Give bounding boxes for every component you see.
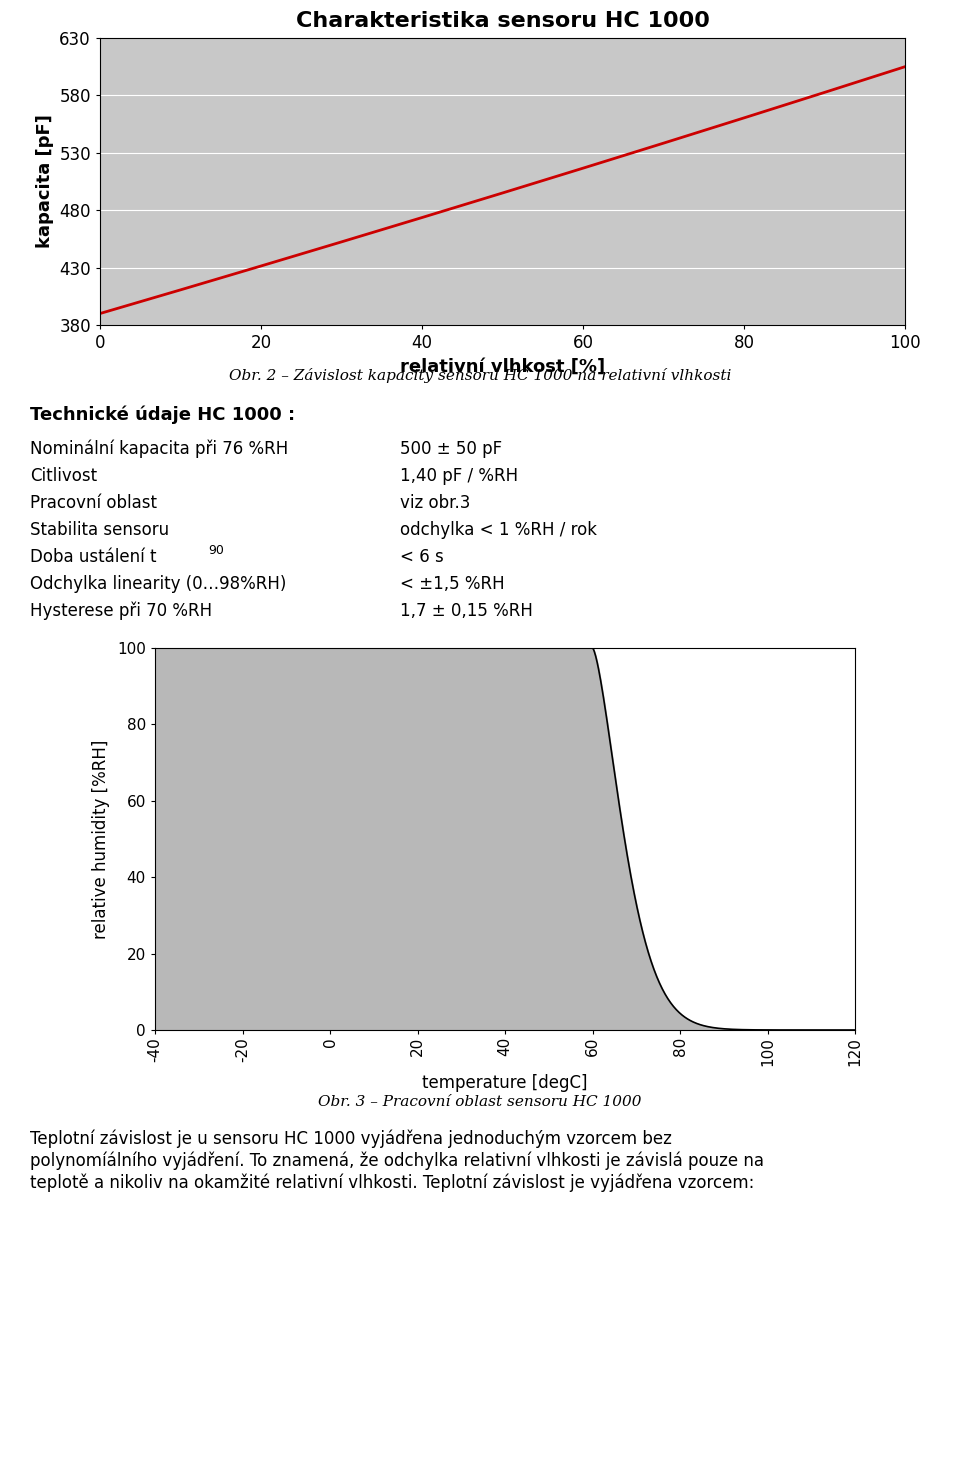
Text: teplotě a nikoliv na okamžité relativní vlhkosti. Teplotní závislost je vyjádřen: teplotě a nikoliv na okamžité relativní … [30, 1174, 755, 1193]
Text: Doba ustálení t: Doba ustálení t [30, 548, 156, 567]
Text: Hysterese při 70 %RH: Hysterese při 70 %RH [30, 602, 212, 621]
Y-axis label: relative humidity [%RH]: relative humidity [%RH] [92, 739, 110, 938]
Text: 1,7 ± 0,15 %RH: 1,7 ± 0,15 %RH [400, 602, 533, 619]
Text: Citlivost: Citlivost [30, 467, 97, 485]
Text: viz obr.3: viz obr.3 [400, 493, 470, 512]
Text: 90: 90 [208, 543, 224, 556]
X-axis label: temperature [degC]: temperature [degC] [422, 1075, 588, 1092]
Text: Teplotní závislost je u sensoru HC 1000 vyjádřena jednoduchým vzorcem bez: Teplotní závislost je u sensoru HC 1000 … [30, 1130, 672, 1148]
Text: 500 ± 50 pF: 500 ± 50 pF [400, 441, 502, 458]
Text: polynomíálního vyjádření. To znamená, že odchylka relativní vlhkosti je závislá : polynomíálního vyjádření. To znamená, že… [30, 1152, 764, 1171]
Text: Obr. 2 – Závislost kapacity sensoru HC 1000 na relativní vlhkosti: Obr. 2 – Závislost kapacity sensoru HC 1… [228, 367, 732, 384]
Text: Pracovní oblast: Pracovní oblast [30, 493, 157, 512]
Text: Obr. 3 – Pracovní oblast sensoru HC 1000: Obr. 3 – Pracovní oblast sensoru HC 1000 [319, 1095, 641, 1110]
Text: Nominální kapacita při 76 %RH: Nominální kapacita při 76 %RH [30, 441, 288, 458]
Y-axis label: kapacita [pF]: kapacita [pF] [36, 114, 54, 249]
Text: 1,40 pF / %RH: 1,40 pF / %RH [400, 467, 518, 485]
Text: < 6 s: < 6 s [400, 548, 444, 567]
X-axis label: relativní vlhkost [%]: relativní vlhkost [%] [400, 357, 605, 376]
Text: Odchylka linearity (0…98%RH): Odchylka linearity (0…98%RH) [30, 575, 286, 593]
Text: odchylka < 1 %RH / rok: odchylka < 1 %RH / rok [400, 521, 597, 539]
Text: Technické údaje HC 1000 :: Technické údaje HC 1000 : [30, 406, 295, 423]
Text: Stabilita sensoru: Stabilita sensoru [30, 521, 169, 539]
Title: Charakteristika sensoru HC 1000: Charakteristika sensoru HC 1000 [296, 10, 709, 31]
Text: < ±1,5 %RH: < ±1,5 %RH [400, 575, 505, 593]
